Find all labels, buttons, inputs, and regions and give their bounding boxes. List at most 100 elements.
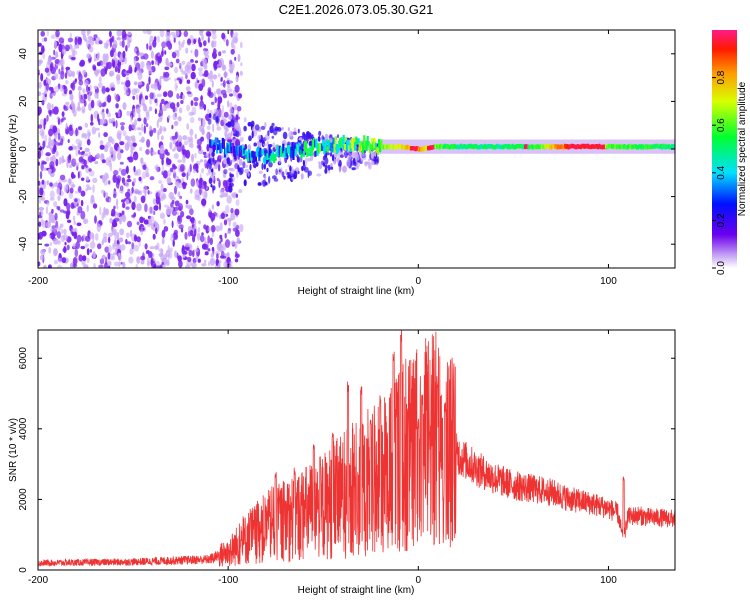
spectrogram-signal-cell — [627, 144, 630, 149]
spectrogram-noise-cell — [208, 91, 214, 98]
spectrogram-signal-cell — [379, 142, 382, 153]
spectrogram-signal-cell — [602, 144, 605, 149]
spectrogram-noise-cell — [127, 175, 131, 179]
spectrogram-signal-cell — [357, 138, 360, 145]
spectrogram-noise-cell — [218, 58, 225, 67]
spectrogram-noise-cell — [129, 248, 134, 255]
spectrogram-noise-cell — [38, 142, 41, 146]
spectrogram-noise-cell — [68, 127, 74, 136]
spectrogram-signal-cell — [398, 143, 401, 149]
spectrogram-noise-cell — [121, 40, 125, 48]
spectrogram-noise-cell — [50, 34, 56, 39]
spectrogram-signal-cell — [660, 145, 664, 150]
spectrogram-noise-cell — [128, 140, 132, 148]
spectrogram-noise-cell — [44, 243, 50, 247]
spectrogram-noise-cell — [49, 147, 53, 151]
spectrogram-noise-cell — [194, 228, 197, 237]
spectrogram-noise-cell — [133, 234, 138, 242]
spectrogram-noise-cell — [262, 143, 268, 147]
spectrogram-signal-cell — [298, 142, 301, 153]
spectrogram-noise-cell — [243, 117, 247, 123]
spectrogram-signal-cell — [336, 144, 340, 153]
spectrogram-noise-cell — [120, 237, 123, 243]
spectrogram-noise-cell — [108, 155, 112, 163]
spectrogram-noise-cell — [86, 53, 92, 59]
spectrogram-noise-cell — [108, 136, 113, 143]
spectrogram-signal-cell — [324, 142, 327, 151]
spectrogram-noise-cell — [140, 157, 144, 165]
spectrogram-noise-cell — [164, 66, 170, 71]
spectrogram-signal-cell — [617, 144, 620, 149]
spectrogram-noise-cell — [178, 224, 184, 230]
spectrogram-signal-cell — [605, 144, 608, 149]
spectrogram-noise-cell — [143, 219, 150, 225]
spectrogram-noise-cell — [38, 124, 43, 129]
spectrogram-signal-cell — [673, 144, 675, 149]
spectrogram-noise-cell — [203, 50, 206, 56]
spectrogram-signal-cell — [437, 143, 440, 149]
spectrogram-noise-cell — [234, 208, 240, 216]
spectrogram-noise-cell — [39, 171, 43, 180]
spectrogram-noise-cell — [142, 164, 147, 170]
spectrogram-noise-cell — [196, 169, 199, 173]
spectrogram-noise-cell — [139, 52, 145, 57]
spectrogram-noise-cell — [167, 115, 171, 119]
spectrogram-noise-cell — [248, 135, 252, 142]
spectrogram-noise-cell — [210, 101, 215, 106]
spectrogram-noise-cell — [86, 129, 91, 138]
spectrogram-noise-cell — [40, 218, 44, 227]
spectrogram-noise-cell — [49, 182, 53, 187]
spectrogram-noise-cell — [223, 181, 228, 189]
spectrogram-noise-cell — [190, 49, 193, 54]
spectrogram-noise-cell — [120, 261, 123, 265]
spectrogram-noise-cell — [183, 30, 189, 37]
spectrogram-signal-cell — [655, 143, 658, 149]
spectrogram-noise-cell — [91, 156, 96, 162]
spectrogram-signal-cell — [325, 139, 328, 146]
spectrogram-noise-cell — [235, 199, 240, 206]
spectrogram-noise-cell — [127, 40, 131, 49]
spectrogram-x-tick-label: -100 — [218, 276, 238, 287]
spectrogram-signal-cell — [254, 155, 257, 162]
spectrogram-noise-cell — [165, 103, 171, 109]
spectrogram-signal-cell — [286, 145, 289, 153]
spectrogram-noise-cell — [243, 125, 247, 132]
spectrogram-signal-cell — [253, 151, 256, 162]
spectrogram-noise-cell — [185, 47, 189, 54]
spectrogram-noise-cell — [57, 132, 61, 140]
spectrogram-noise-cell — [98, 75, 102, 83]
spectrogram-noise-cell — [244, 168, 250, 174]
spectrogram-noise-cell — [147, 256, 150, 266]
spectrogram-noise-cell — [107, 260, 112, 267]
spectrogram-signal-cell — [340, 137, 343, 148]
spectrogram-signal-cell — [560, 144, 563, 149]
spectrogram-signal-cell — [295, 143, 298, 151]
spectrogram-noise-cell — [159, 30, 165, 38]
spectrogram-noise-cell — [272, 142, 276, 148]
spectrogram-noise-cell — [154, 60, 158, 65]
spectrogram-noise-cell — [83, 93, 88, 100]
spectrogram-noise-cell — [66, 69, 70, 76]
spectrogram-noise-cell — [144, 243, 148, 250]
spectrogram-noise-cell — [38, 106, 42, 115]
spectrogram-noise-cell — [130, 115, 133, 123]
spectrogram-noise-cell — [217, 108, 223, 117]
spectrogram-noise-cell — [216, 161, 221, 165]
spectrogram-noise-cell — [211, 151, 215, 158]
colorbar-tick-label: 0.4 — [716, 165, 727, 179]
spectrogram-noise-cell — [96, 53, 100, 61]
spectrogram-noise-cell — [304, 157, 308, 166]
spectrogram-noise-cell — [112, 242, 117, 248]
spectrogram-noise-cell — [174, 200, 180, 207]
spectrogram-signal-cell — [516, 144, 519, 149]
spectrogram-noise-cell — [75, 148, 78, 157]
spectrogram-noise-cell — [102, 53, 107, 62]
spectrogram-noise-cell — [77, 36, 82, 45]
spectrogram-noise-cell — [283, 175, 286, 180]
spectrogram-noise-cell — [131, 121, 136, 129]
spectrogram-noise-cell — [351, 167, 356, 171]
spectrogram-noise-cell — [141, 97, 145, 106]
spectrogram-noise-cell — [171, 51, 177, 59]
spectrogram-noise-cell — [166, 259, 170, 267]
